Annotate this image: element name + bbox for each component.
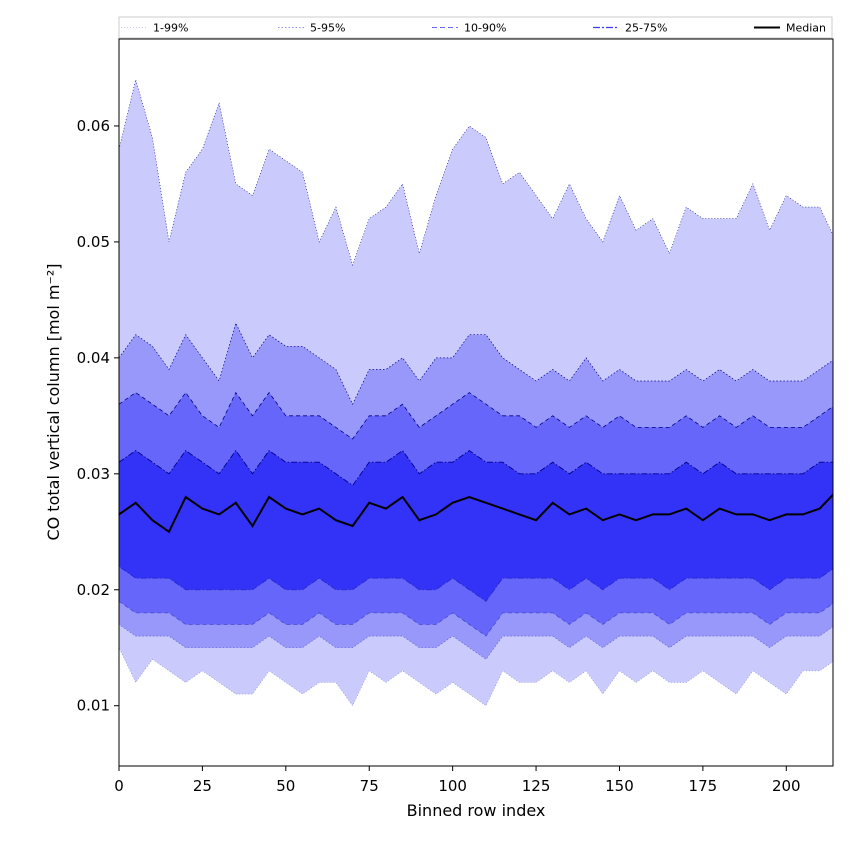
x-tick-label: 100: [438, 777, 467, 795]
band-lower-edge: [119, 566, 833, 603]
y-axis: 0.01 0.02 0.03 0.04 0.05 0.06: [77, 117, 119, 715]
x-tick-label: 75: [360, 777, 379, 795]
y-axis-label: CO total vertical column [mol m⁻²]: [44, 263, 63, 540]
y-tick-label: 0.03: [77, 465, 110, 483]
plot-frame: [118, 38, 834, 767]
x-tick-label: 125: [522, 777, 551, 795]
y-tick-label: 0.02: [77, 581, 110, 599]
band-upper-edge: [119, 78, 833, 267]
band-upper-edge: [119, 322, 833, 406]
x-tick-label: 0: [114, 777, 124, 795]
x-tick-label: 150: [605, 777, 634, 795]
plot-bands: [119, 79, 833, 706]
y-tick-label: 0.01: [77, 697, 110, 715]
legend-label: 10-90%: [464, 22, 506, 35]
x-tick-label: 175: [689, 777, 718, 795]
legend-label: 1-99%: [153, 22, 188, 35]
y-tick-label: 0.05: [77, 233, 110, 251]
x-tick-label: 50: [276, 777, 295, 795]
legend-box: [118, 16, 833, 39]
band-lower-edge: [119, 624, 833, 660]
x-axis-label: Binned row index: [407, 801, 546, 820]
legend: 1-99% 5-95% 10-90% 25-75% Median: [118, 16, 833, 39]
legend-label: 5-95%: [310, 22, 345, 35]
band-lower-edge: [119, 601, 833, 637]
band-25-75pct: [119, 450, 833, 602]
median-line: [119, 493, 833, 534]
band-upper-edge: [119, 449, 833, 487]
plot-lines: [119, 78, 833, 707]
y-tick-label: 0.06: [77, 117, 110, 135]
x-tick-label: 200: [772, 777, 801, 795]
y-tick-label: 0.04: [77, 349, 110, 367]
legend-label: 25-75%: [625, 22, 667, 35]
x-axis: 0 25 50 75 100 125 150 175 200: [114, 766, 801, 795]
x-tick-label: 25: [193, 777, 212, 795]
legend-label: Median: [786, 22, 826, 35]
band-lower-edge: [119, 647, 833, 707]
